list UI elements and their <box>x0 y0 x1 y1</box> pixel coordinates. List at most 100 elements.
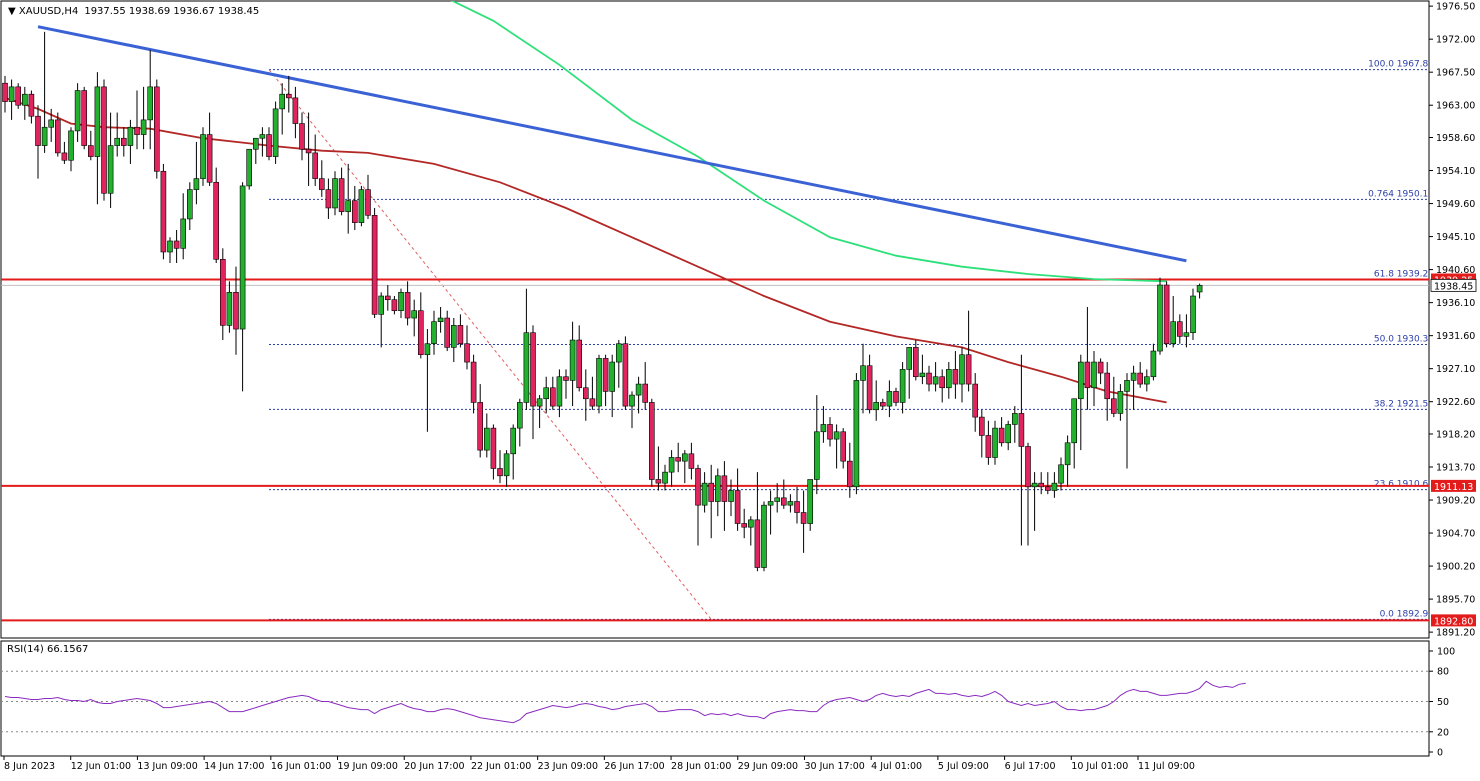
y-axis-tick-label: 1954.10 <box>1436 166 1475 177</box>
bearish-candle <box>477 402 484 451</box>
bearish-candle <box>173 240 180 249</box>
x-axis-tick-label: 8 Jun 2023 <box>4 761 55 772</box>
collapse-arrow-icon[interactable]: ▼ <box>8 6 19 17</box>
bullish-candle <box>662 471 668 484</box>
bullish-candle <box>253 137 259 150</box>
ohlc-readout: 1937.55 1938.69 1936.67 1938.45 <box>84 6 259 17</box>
bearish-candle <box>101 86 107 194</box>
bullish-candle <box>1078 361 1084 400</box>
bullish-candle <box>114 137 120 146</box>
x-axis-tick-label: 20 Jun 17:00 <box>404 761 464 772</box>
bullish-candle <box>787 501 794 506</box>
bearish-candle <box>576 339 583 389</box>
rsi-axis-tick-label: 20 <box>1437 727 1449 738</box>
bullish-candle <box>681 453 688 462</box>
bearish-candle <box>81 90 87 146</box>
bearish-candle <box>54 119 61 154</box>
bearish-candle <box>312 152 319 179</box>
bearish-candle <box>1163 284 1170 345</box>
x-axis-tick-label: 10 Jul 01:00 <box>1071 761 1128 772</box>
bearish-candle <box>1045 486 1051 491</box>
bearish-candle <box>688 453 695 469</box>
bullish-candle <box>21 93 28 106</box>
bearish-candle <box>866 365 873 411</box>
bullish-candle <box>180 218 186 249</box>
bearish-candle <box>708 482 715 502</box>
bearish-candle <box>648 402 655 480</box>
bearish-candle <box>2 82 8 102</box>
bullish-candle <box>701 482 708 506</box>
bearish-candle <box>160 170 167 253</box>
bearish-candle <box>582 387 589 400</box>
bullish-candle <box>873 402 880 411</box>
bullish-candle <box>932 376 939 385</box>
x-axis-tick-label: 4 Jul 01:00 <box>871 761 922 772</box>
rsi-axis-tick-label: 0 <box>1437 748 1443 759</box>
bearish-candle <box>926 372 932 385</box>
fib-level-label: 23.6 1910.62 <box>1374 480 1434 490</box>
bullish-candle <box>41 126 48 146</box>
bullish-candle <box>1124 380 1130 392</box>
rsi-indicator-label: RSI(14) 66.1567 <box>7 644 88 655</box>
bearish-candle <box>490 427 497 469</box>
y-axis-tick-label: 1949.60 <box>1436 199 1475 210</box>
bearish-candle <box>404 292 411 319</box>
bearish-candle <box>464 343 470 363</box>
horizontal-level-price-tag <box>1431 614 1476 627</box>
bullish-candle <box>728 490 734 502</box>
y-axis-tick-label: 1958.60 <box>1436 133 1475 144</box>
bullish-candle <box>239 185 246 330</box>
x-axis-tick-label: 23 Jun 09:00 <box>538 761 598 772</box>
bearish-candle <box>351 200 358 223</box>
rsi-axis-tick-label: 80 <box>1437 667 1449 678</box>
rsi-axis-tick-label: 50 <box>1437 697 1449 708</box>
y-axis-tick-label: 1931.60 <box>1436 331 1475 342</box>
bearish-candle <box>266 134 272 157</box>
bearish-candle <box>912 347 919 378</box>
bearish-candle <box>15 86 21 106</box>
y-axis-tick-label: 1927.10 <box>1436 364 1475 375</box>
bullish-candle <box>906 347 913 370</box>
x-axis-tick-label: 5 Jul 09:00 <box>938 761 989 772</box>
bullish-candle <box>424 343 431 356</box>
bullish-candle <box>945 369 952 389</box>
bullish-candle <box>853 380 860 488</box>
bearish-candle <box>1025 446 1031 488</box>
bearish-candle <box>655 479 662 484</box>
bullish-candle <box>516 402 523 429</box>
bearish-candle <box>754 519 761 568</box>
x-axis-tick-label: 11 Jul 09:00 <box>1138 761 1195 772</box>
bullish-candle <box>450 325 457 348</box>
bullish-candle <box>510 427 517 455</box>
bullish-candle <box>246 148 252 187</box>
y-axis-tick-label: 1963.00 <box>1436 101 1475 112</box>
bullish-candle <box>187 189 193 220</box>
fib-level-label: 50.0 1930.39 <box>1374 335 1434 345</box>
horizontal-level-price-label: 1892.80 <box>1434 616 1473 627</box>
bullish-candle <box>358 189 365 223</box>
rsi-line <box>4 680 1246 724</box>
bearish-candle <box>318 178 325 190</box>
bullish-candle <box>543 387 550 400</box>
bullish-candle <box>1196 285 1203 293</box>
x-axis-tick-label: 12 Jun 01:00 <box>71 761 131 772</box>
bearish-candle <box>780 497 787 506</box>
bullish-candle <box>1091 361 1097 389</box>
bearish-candle <box>1177 321 1183 337</box>
bearish-candle <box>1018 413 1025 447</box>
bullish-candle <box>431 321 437 345</box>
bullish-candle <box>761 504 767 568</box>
bearish-candle <box>220 259 226 326</box>
bearish-candle <box>893 391 899 403</box>
bullish-candle <box>1183 332 1190 337</box>
moving-average-slow-line <box>450 1 1167 283</box>
bearish-candle <box>305 148 312 154</box>
bearish-candle <box>121 137 127 146</box>
bullish-candle <box>68 130 74 161</box>
bearish-candle <box>985 435 992 458</box>
bearish-candle <box>391 299 398 311</box>
rsi-panel-frame <box>0 640 1430 757</box>
bullish-candle <box>279 93 286 110</box>
bearish-candle <box>325 189 332 209</box>
